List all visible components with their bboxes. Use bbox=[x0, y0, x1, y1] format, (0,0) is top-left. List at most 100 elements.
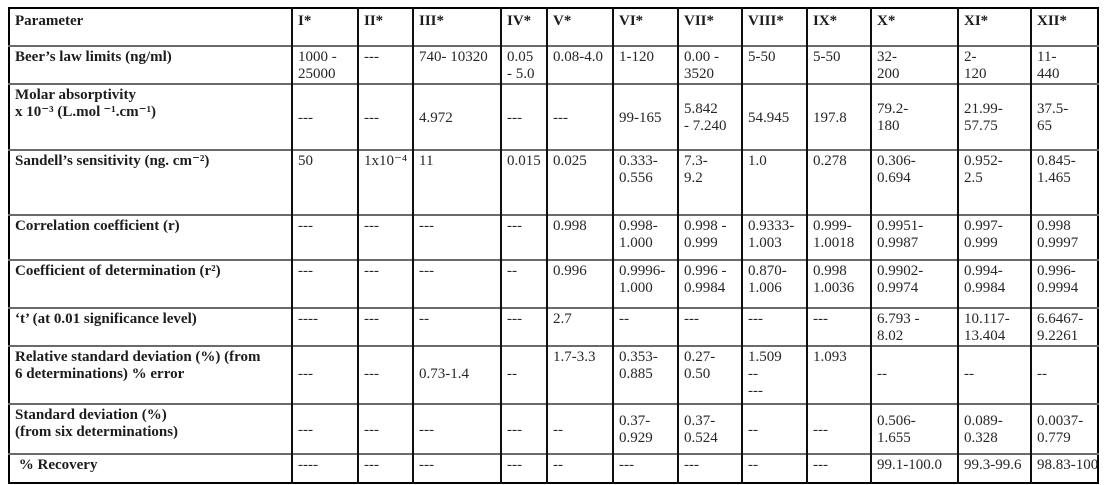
cell: 0.025 bbox=[546, 149, 613, 215]
cell: 0.998 1.0036 bbox=[806, 259, 871, 308]
cell: 0.333- 0.556 bbox=[612, 149, 678, 215]
header-row: Parameter I* II* III* IV* V* VI* VII* VIII* IX* X*… bbox=[9, 8, 1098, 46]
cell: 2.7 bbox=[546, 307, 613, 346]
cell: 99.3-99.6 bbox=[957, 453, 1031, 483]
cell: 740- 10320 bbox=[412, 45, 501, 84]
cell: 0.015 bbox=[500, 149, 547, 215]
row-label: % Recovery bbox=[9, 453, 292, 483]
cell: --- bbox=[357, 403, 413, 454]
row-label: Correlation coefficient (r) bbox=[9, 214, 292, 260]
cell: 0.996- 0.9994 bbox=[1030, 259, 1098, 308]
cell: --- bbox=[612, 453, 678, 483]
cell: 1000 - 25000 bbox=[291, 45, 358, 84]
column-header-3: III* bbox=[412, 8, 501, 46]
cell: -- bbox=[1030, 345, 1098, 404]
cell: 0.00 - 3520 bbox=[677, 45, 742, 84]
column-header-8: VIII* bbox=[741, 8, 807, 46]
cell: 1-120 bbox=[612, 45, 678, 84]
cell: --- bbox=[677, 453, 742, 483]
cell: 0.089- 0.328 bbox=[957, 403, 1031, 454]
cell: 0.9996- 1.000 bbox=[612, 259, 678, 308]
cell: 0.9902- 0.9974 bbox=[870, 259, 958, 308]
column-header-9: IX* bbox=[806, 8, 871, 46]
cell: 5-50 bbox=[741, 45, 807, 84]
cell: 0.996 - 0.9984 bbox=[677, 259, 742, 308]
cell: --- bbox=[500, 403, 547, 454]
table-row: ‘t’ (at 0.01 significance level) ---- --- -… bbox=[9, 307, 1098, 346]
cell: 0.306- 0.694 bbox=[870, 149, 958, 215]
cell: 0.37- 0.929 bbox=[612, 403, 678, 454]
cell: --- bbox=[412, 403, 501, 454]
cell: 11 bbox=[412, 149, 501, 215]
cell: 32- 200 bbox=[870, 45, 958, 84]
cell: -- bbox=[412, 307, 501, 346]
cell: 1.093 bbox=[806, 345, 871, 404]
cell: --- bbox=[357, 453, 413, 483]
cell: --- bbox=[291, 403, 358, 454]
cell: 0.9333- 1.003 bbox=[741, 214, 807, 260]
table-row: Correlation coefficient (r) --- --- --- --- 0… bbox=[9, 214, 1098, 260]
cell: 0.37- 0.524 bbox=[677, 403, 742, 454]
cell: 0.506- 1.655 bbox=[870, 403, 958, 454]
cell: --- bbox=[357, 83, 413, 150]
cell: 5-50 bbox=[806, 45, 871, 84]
cell: --- bbox=[500, 453, 547, 483]
cell: --- bbox=[806, 403, 871, 454]
cell: --- bbox=[291, 83, 358, 150]
cell: 0.845- 1.465 bbox=[1030, 149, 1098, 215]
cell: 11- 440 bbox=[1030, 45, 1098, 84]
cell: -- bbox=[546, 453, 613, 483]
cell: --- bbox=[741, 307, 807, 346]
cell: 6.6467- 9.2261 bbox=[1030, 307, 1098, 346]
cell: --- bbox=[357, 214, 413, 260]
cell: -- bbox=[500, 259, 547, 308]
cell: 6.793 - 8.02 bbox=[870, 307, 958, 346]
cell: --- bbox=[412, 259, 501, 308]
table-row: Sandell’s sensitivity (ng. cm⁻²) 50 1x10⁻⁴… bbox=[9, 149, 1098, 215]
cell: --- bbox=[500, 214, 547, 260]
cell: 0.73-1.4 bbox=[412, 345, 501, 404]
table-body: Beer’s law limits (ng/ml) 1000 - 25000 ---… bbox=[9, 45, 1098, 483]
cell: 98.83-100 bbox=[1030, 453, 1098, 483]
cell: 7.3- 9.2 bbox=[677, 149, 742, 215]
table-row: Coefficient of determination (r²) --- --- -… bbox=[9, 259, 1098, 308]
cell: 10.117- 13.404 bbox=[957, 307, 1031, 346]
cell: 1.509 -- --- bbox=[741, 345, 807, 404]
cell: 0.996 bbox=[546, 259, 613, 308]
cell: 0.998 bbox=[546, 214, 613, 260]
column-header-0: Parameter bbox=[15, 13, 84, 29]
column-header-1: I* bbox=[291, 8, 358, 46]
column-header-2: II* bbox=[357, 8, 413, 46]
cell: 0.278 bbox=[806, 149, 871, 215]
row-label: Molar absorptivity x 10⁻³ (L.mol ⁻¹.cm⁻¹… bbox=[9, 83, 292, 150]
table-row: % Recovery ---- --- --- --- -- --- --- -- --- 99.1… bbox=[9, 453, 1098, 483]
cell: 79.2- 180 bbox=[870, 83, 958, 150]
cell: 0.998 - 0.999 bbox=[677, 214, 742, 260]
cell: --- bbox=[806, 453, 871, 483]
cell: 0.353- 0.885 bbox=[612, 345, 678, 404]
cell: 0.0037- 0.779 bbox=[1030, 403, 1098, 454]
table-row: Molar absorptivity x 10⁻³ (L.mol ⁻¹.cm⁻¹… bbox=[9, 83, 1098, 150]
cell: --- bbox=[806, 307, 871, 346]
cell: --- bbox=[291, 214, 358, 260]
cell: -- bbox=[500, 345, 547, 404]
row-label: Relative standard deviation (%) (from 6 … bbox=[9, 345, 292, 404]
cell: 1.7-3.3 bbox=[546, 345, 613, 404]
cell: --- bbox=[357, 345, 413, 404]
cell: ---- bbox=[291, 307, 358, 346]
cell: -- bbox=[612, 307, 678, 346]
cell: 1x10⁻⁴ bbox=[357, 149, 413, 215]
cell: --- bbox=[677, 307, 742, 346]
row-label: Sandell’s sensitivity (ng. cm⁻²) bbox=[9, 149, 292, 215]
cell: 0.27- 0.50 bbox=[677, 345, 742, 404]
cell: -- bbox=[957, 345, 1031, 404]
column-header-11: XI* bbox=[957, 8, 1031, 46]
column-header-5: V* bbox=[546, 8, 613, 46]
cell: 2- 120 bbox=[957, 45, 1031, 84]
table-row: Beer’s law limits (ng/ml) 1000 - 25000 ---… bbox=[9, 45, 1098, 84]
cell: --- bbox=[500, 83, 547, 150]
row-label: Beer’s law limits (ng/ml) bbox=[9, 45, 292, 84]
column-header-4: IV* bbox=[500, 8, 547, 46]
cell: 50 bbox=[291, 149, 358, 215]
